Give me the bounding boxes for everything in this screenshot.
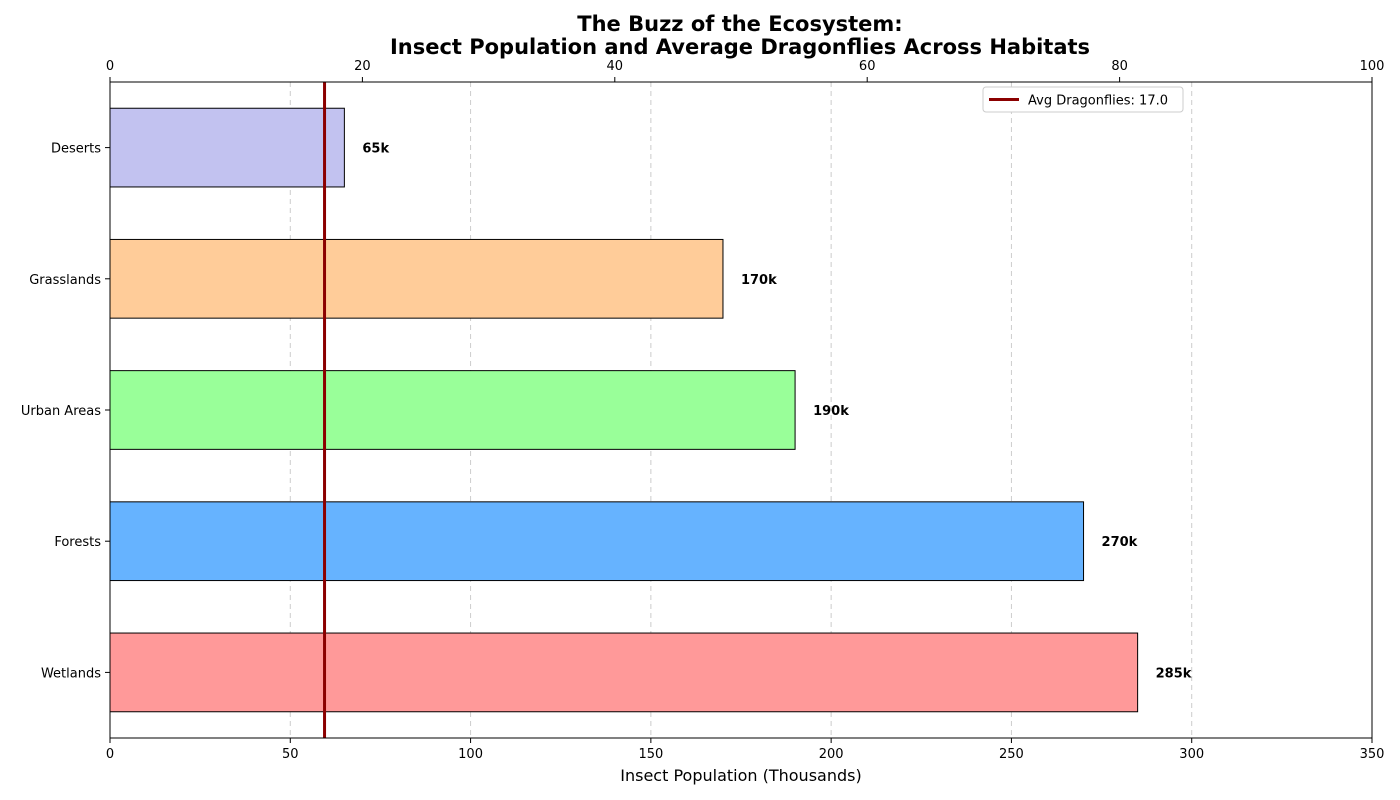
x-tick-label-top-40: 40: [607, 59, 624, 74]
bar-wetlands: [109, 632, 1139, 713]
y-tick-label-grasslands: Grasslands: [29, 273, 101, 288]
x-tick-label-top-60: 60: [859, 59, 876, 74]
x-tick-label-top-20: 20: [354, 59, 371, 74]
bar-deserts: [109, 107, 345, 188]
x-tick-label-bottom-150: 150: [638, 747, 663, 762]
x-tick-label-bottom-200: 200: [819, 747, 844, 762]
x-tick-label-bottom-100: 100: [458, 747, 483, 762]
legend: Avg Dragonflies: 17.0: [982, 86, 1184, 113]
x-tick-label-bottom-50: 50: [282, 747, 299, 762]
bar-label-urban-areas: 190k: [813, 404, 849, 419]
x-tick-label-bottom-300: 300: [1179, 747, 1204, 762]
bars: [109, 107, 1139, 713]
y-axis: Wetlands Forests Urban Areas Grasslands Dese…: [21, 142, 110, 681]
x-tick-label-bottom-0: 0: [106, 747, 114, 762]
bar-label-forests: 270k: [1102, 535, 1138, 550]
y-tick-label-urban-areas: Urban Areas: [21, 404, 101, 419]
y-tick-label-forests: Forests: [54, 535, 101, 550]
chart-title-line-2: Insect Population and Average Dragonflie…: [390, 35, 1090, 59]
bar-urban-areas: [109, 370, 796, 450]
y-tick-label-deserts: Deserts: [51, 142, 101, 157]
x-axis-top: 0 20 40 60 80 100: [106, 59, 1385, 82]
bar-label-deserts: 65k: [362, 142, 389, 157]
x-tick-label-top-100: 100: [1360, 59, 1385, 74]
x-tick-label-bottom-250: 250: [999, 747, 1024, 762]
x-tick-label-bottom-350: 350: [1360, 747, 1385, 762]
x-axis-label: Insect Population (Thousands): [620, 766, 861, 785]
y-tick-label-wetlands: Wetlands: [41, 666, 101, 681]
bar-grasslands: [109, 238, 724, 319]
legend-entry-avg-dragonflies: Avg Dragonflies: 17.0: [1028, 94, 1168, 109]
bar-forests: [109, 501, 1085, 582]
legend-box: [982, 86, 1184, 113]
x-axis-bottom: 0 50 100 150 200 250 300 350: [106, 738, 1385, 762]
bar-label-wetlands: 285k: [1156, 666, 1192, 681]
x-tick-label-top-0: 0: [106, 59, 114, 74]
x-tick-label-top-80: 80: [1111, 59, 1128, 74]
chart-title-line-1: The Buzz of the Ecosystem:: [577, 12, 902, 36]
bar-label-grasslands: 170k: [741, 273, 777, 288]
bar-value-labels: 285k 270k 190k 170k 65k: [362, 142, 1191, 682]
